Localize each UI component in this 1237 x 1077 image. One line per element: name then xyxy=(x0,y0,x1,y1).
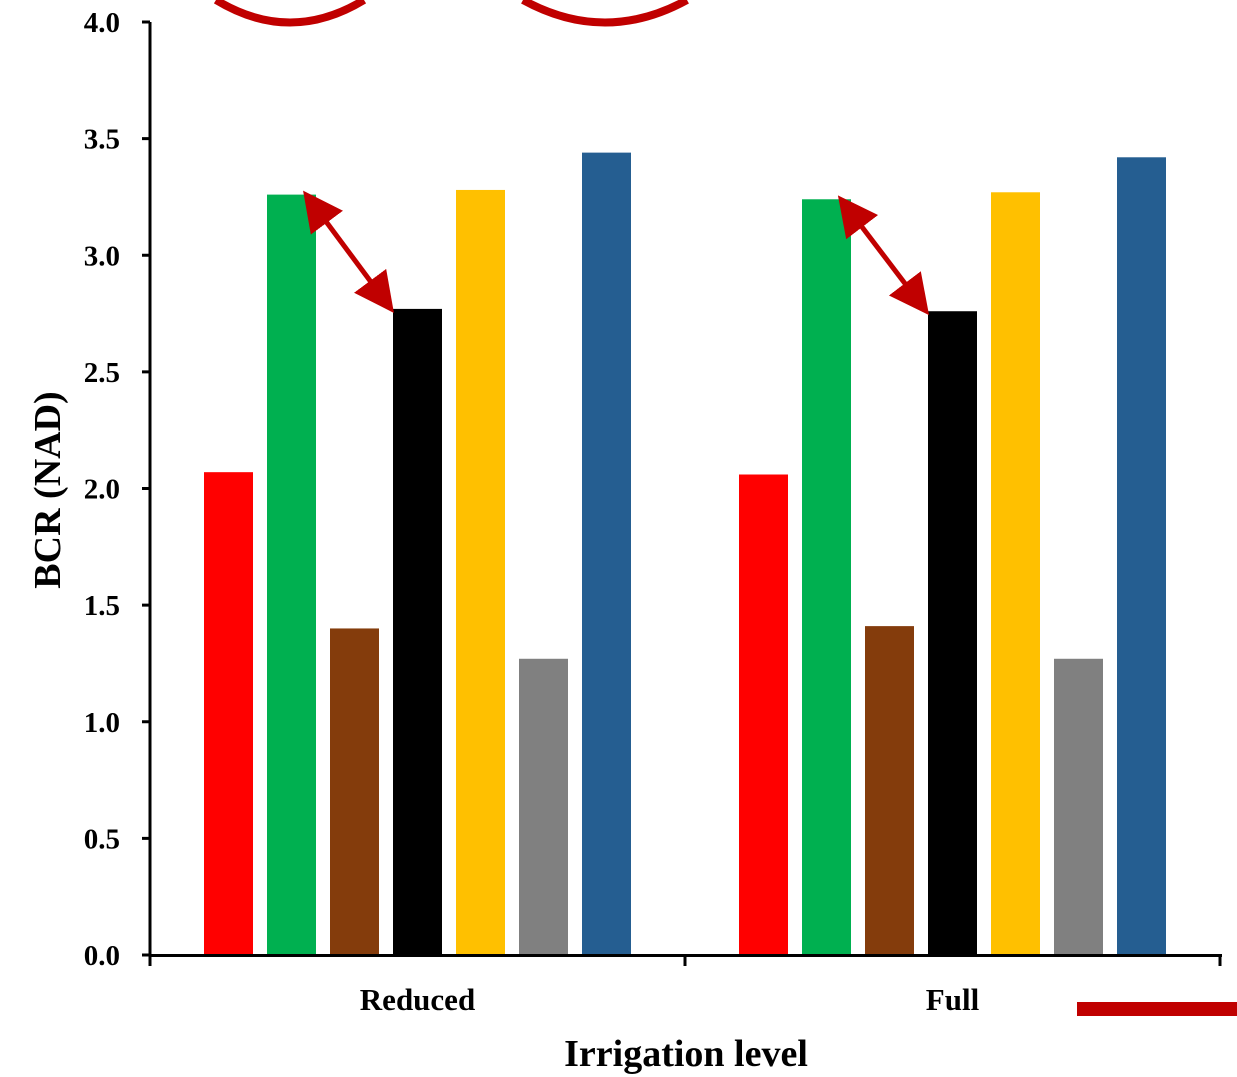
highlight-circle-left xyxy=(213,0,367,27)
y-tick-label: 2.5 xyxy=(84,357,120,389)
y-axis-ticks: 0.0 0.5 1.0 1.5 2.0 2.5 3.0 3.5 4.0 xyxy=(84,7,150,972)
y-axis-title: BCR (NAD) xyxy=(27,391,69,588)
bar-reduced-7 xyxy=(582,152,631,955)
y-tick-label: 3.0 xyxy=(84,240,120,272)
x-category-label: Full xyxy=(926,982,980,1017)
bar-full-4 xyxy=(928,311,977,956)
y-tick-label: 4.0 xyxy=(84,7,120,39)
y-tick-label: 0.5 xyxy=(84,823,120,855)
decorative-red-bar xyxy=(1077,1002,1237,1016)
x-category-label: Reduced xyxy=(360,982,475,1017)
bar-full-7 xyxy=(1117,157,1166,955)
bar-reduced-5 xyxy=(456,189,505,955)
x-axis-ticks: Reduced Full xyxy=(148,955,1222,1017)
bar-full-2 xyxy=(802,199,851,955)
y-tick-label: 2.0 xyxy=(84,474,120,506)
y-tick-label: 0.0 xyxy=(84,940,120,972)
bar-reduced-6 xyxy=(519,658,568,955)
double-arrow xyxy=(837,195,930,316)
double-arrow xyxy=(303,190,394,313)
bar-full-6 xyxy=(1054,658,1103,955)
y-tick-label: 3.5 xyxy=(84,124,120,156)
highlight-circle-right xyxy=(521,0,689,27)
bar-full-1 xyxy=(739,474,788,955)
annotation-arrows xyxy=(303,190,930,316)
bar-reduced-4 xyxy=(393,308,442,956)
x-axis-title: Irrigation level xyxy=(564,1033,808,1075)
bar-reduced-2 xyxy=(267,194,316,956)
bars-group xyxy=(204,152,1166,956)
bar-full-3 xyxy=(865,626,914,955)
y-tick-label: 1.0 xyxy=(84,707,120,739)
bar-reduced-3 xyxy=(330,628,379,955)
bar-full-5 xyxy=(991,192,1040,955)
y-tick-label: 1.5 xyxy=(84,590,120,622)
bar-reduced-1 xyxy=(204,472,253,955)
